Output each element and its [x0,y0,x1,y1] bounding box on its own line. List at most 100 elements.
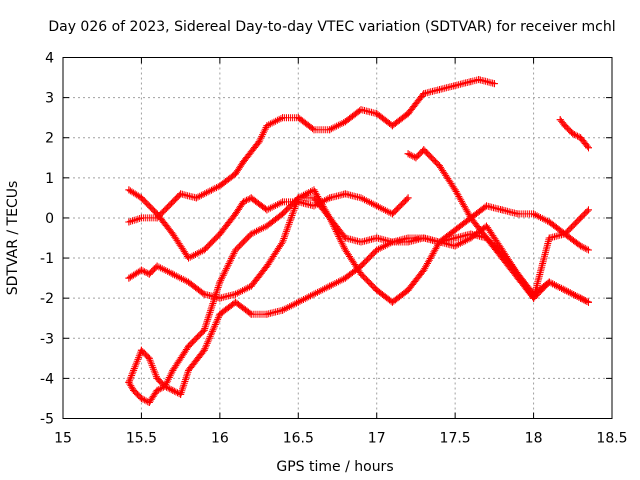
data-point [125,378,133,386]
data-point [451,82,459,90]
data-point [279,238,287,246]
data-point [239,158,247,166]
plot-frame [62,57,613,419]
data-point [373,246,381,254]
x-tick-label: 18 [525,431,543,447]
data-point [467,78,475,86]
data-point [326,282,334,290]
data-point [232,298,240,306]
data-point [584,206,592,214]
y-axis-label: SDTVAR / TECUs [5,181,21,296]
data-point [137,346,145,354]
data-point [153,386,161,394]
data-point [577,134,585,142]
data-point [412,154,420,162]
y-tick-label: 4 [45,51,54,67]
data-point [404,194,412,202]
data-point [247,194,255,202]
data-point [357,262,365,270]
data-point [341,190,349,198]
data-point [420,146,428,154]
data-point [137,394,145,402]
data-point [357,106,365,114]
y-tick-label: -3 [40,331,54,347]
data-point [263,222,271,230]
data-point [137,266,145,274]
data-point [451,242,459,250]
data-point [341,118,349,126]
data-point [232,170,240,178]
data-point [373,110,381,118]
data-point [200,246,208,254]
data-point [200,346,208,354]
data-point [420,90,428,98]
data-point [498,250,506,258]
x-tick-label: 16 [211,431,229,447]
data-point [263,310,271,318]
data-point [232,246,240,254]
data-point [514,270,522,278]
data-point [388,122,396,130]
data-point [584,144,592,152]
data-point [263,206,271,214]
data-point [263,262,271,270]
data-point [145,398,153,406]
data-point [545,234,553,242]
ticks: 15 15.5 16 16.5 17 17.5 18 18.5 -5 -4 -3 -2 -1 0 1 2 3 4 [40,51,628,447]
data-point [130,386,138,394]
chart-title: Day 026 of 2023, Sidereal Day-to-day VTE… [48,19,615,35]
data-point [232,290,240,298]
data-point [326,126,334,134]
data-point [420,266,428,274]
x-tick-label: 15 [54,431,72,447]
y-tick-label: -1 [40,251,54,267]
data-point [216,230,224,238]
data-point [467,234,475,242]
data-point [357,238,365,246]
data-point [475,76,483,84]
data-point [435,238,443,246]
data-point [153,374,161,382]
data-point [435,162,443,170]
plus-markers [125,76,498,226]
data-point [530,210,538,218]
data-point [130,366,138,374]
data-point [577,214,585,222]
data-point [279,210,287,218]
data-point [169,230,177,238]
data-point [145,270,153,278]
data-point [451,186,459,194]
data-point [216,310,224,318]
data-point [545,278,553,286]
data-point [584,298,592,306]
data-point [169,270,177,278]
y-tick-label: -5 [40,412,54,428]
data-point [247,310,255,318]
data-point [145,354,153,362]
data-point [373,202,381,210]
data-point [184,366,192,374]
series-track-c [125,186,592,306]
data-point [561,286,569,294]
data-point [192,194,200,202]
x-tick-label: 17 [368,431,386,447]
data-point [294,194,302,202]
data-point [404,110,412,118]
data-point [561,122,569,130]
data-point [569,130,577,138]
series-track-f [404,146,592,302]
data-point [184,342,192,350]
data-point [577,242,585,250]
y-tick-label: 3 [45,91,54,107]
data-point [451,234,459,242]
data-point [310,202,318,210]
y-tick-label: -2 [40,291,54,307]
data-point [483,202,491,210]
y-tick-label: 2 [45,131,54,147]
plus-markers [404,146,592,302]
data-point [556,116,564,124]
data-point [279,198,287,206]
data-point [169,386,177,394]
data-point [263,122,271,130]
